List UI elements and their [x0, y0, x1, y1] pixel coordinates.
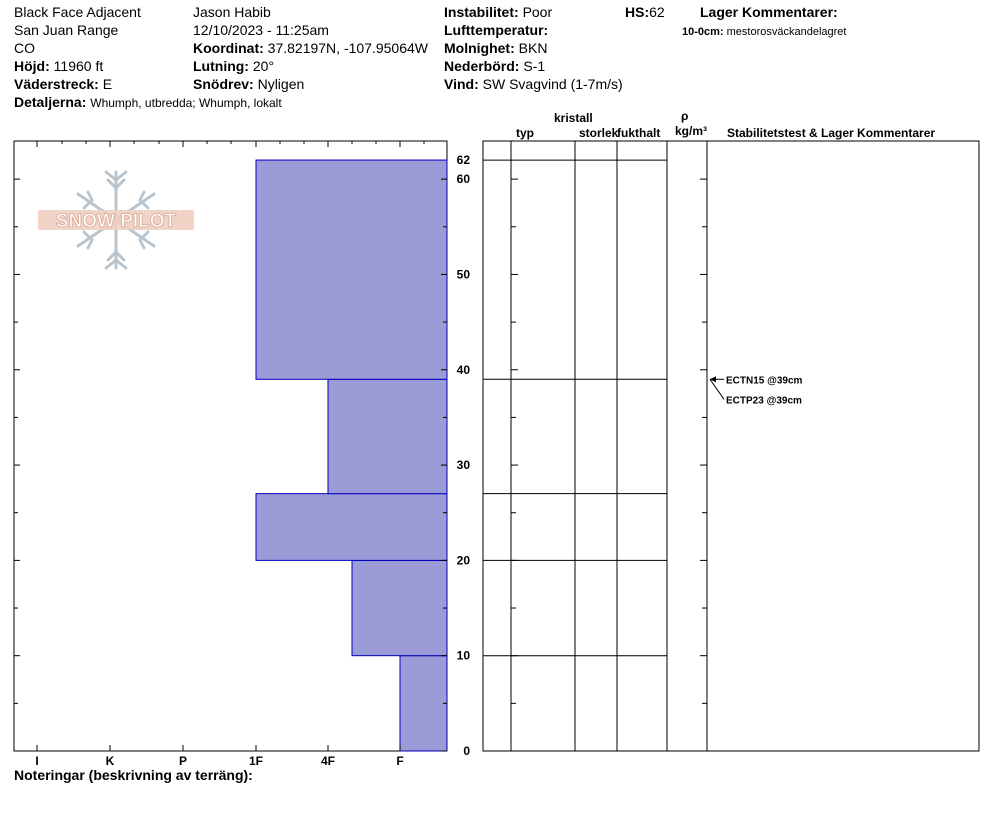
coordinates-value: 37.82197N, -107.95064W: [267, 40, 428, 56]
wind-label: Vind:: [444, 76, 479, 92]
snow-height-label: HS:: [625, 4, 650, 20]
column-header-density-unit: kg/m³: [675, 124, 708, 138]
instability-value: Poor: [522, 4, 553, 20]
hardness-tick-label: I: [35, 754, 38, 768]
wind: Vind: SW Svagvind (1-7m/s): [444, 76, 623, 93]
details-value: Whumph, utbredda; Whumph, lokalt: [90, 96, 282, 110]
wind-loading: Snödrev: Nyligen: [193, 76, 304, 93]
terrain-notes-label: Noteringar (beskrivning av terräng):: [14, 767, 253, 783]
wind-value: SW Svagvind (1-7m/s): [482, 76, 623, 92]
column-header-type: typ: [516, 126, 534, 140]
coordinates: Koordinat: 37.82197N, -107.95064W: [193, 40, 428, 57]
snow-height: HS:62: [625, 4, 665, 21]
aspect-value: E: [102, 76, 113, 92]
layer-comment: 10-0cm: mestorosväckandelagret: [682, 24, 846, 41]
layer-comments-title: Lager Kommentarer:: [700, 4, 838, 20]
hardness-layer-bar: [255, 493, 448, 561]
stability-test-pointer: [709, 378, 725, 400]
depth-tick-label: 10: [457, 649, 471, 663]
wind-loading-value: Nyligen: [257, 76, 305, 92]
snow-height-value: 62: [649, 4, 665, 20]
stability-test-label: ECTP23 @39cm: [726, 395, 802, 406]
depth-tick-label: 20: [457, 553, 471, 567]
precipitation-value: S-1: [523, 58, 546, 74]
details-label: Detaljerna:: [14, 94, 87, 110]
aspect-label: Väderstreck:: [14, 76, 99, 92]
layer-comment-text: mestorosväckandelagret: [726, 26, 847, 38]
hardness-tick-label: 1F: [249, 754, 263, 768]
aspect: Väderstreck: E: [14, 76, 112, 93]
hardness-tick-label: K: [106, 754, 115, 768]
column-header-rho: ρ: [681, 109, 689, 123]
elevation-value: 11960 ft: [53, 58, 104, 74]
depth-tick-label: 60: [457, 172, 471, 186]
layer-table-frame: [482, 140, 980, 752]
slope-label: Lutning:: [193, 58, 249, 74]
hardness-layer-bar: [327, 378, 448, 495]
snowpilot-logo: SNOW PILOT: [36, 168, 196, 272]
observer-name: Jason Habib: [193, 4, 271, 20]
air-temperature-label: Lufttemperatur:: [444, 22, 549, 38]
snow-height-tick-label: 62: [457, 153, 471, 167]
depth-tick-label: 30: [457, 458, 471, 472]
hardness-layer-bar: [351, 559, 448, 657]
mountain-range: San Juan Range: [14, 22, 119, 38]
depth-tick-label: 0: [463, 744, 470, 758]
stability-test-label: ECTN15 @39cm: [726, 375, 803, 386]
column-header-crystal: kristall: [554, 111, 593, 125]
location-name: Black Face Adjacent: [14, 4, 141, 20]
details: Detaljerna: Whumph, utbredda; Whumph, lo…: [14, 94, 282, 112]
elevation-label: Höjd:: [14, 58, 50, 74]
sky-cover-value: BKN: [518, 40, 548, 56]
state: CO: [14, 40, 35, 56]
wind-loading-label: Snödrev:: [193, 76, 254, 92]
column-header-stability: Stabilitetstest & Lager Kommentarer: [727, 126, 936, 140]
column-header-moisture: fukthalt: [617, 126, 661, 140]
hardness-tick-label: 4F: [321, 754, 335, 768]
instability: Instabilitet: Poor: [444, 4, 552, 21]
precipitation-label: Nederbörd:: [444, 58, 520, 74]
slope: Lutning: 20°: [193, 58, 274, 75]
precipitation: Nederbörd: S-1: [444, 58, 545, 75]
sky-cover: Molnighet: BKN: [444, 40, 547, 57]
hardness-layer-bar: [255, 159, 448, 380]
hardness-tick-label: P: [179, 754, 187, 768]
elevation: Höjd: 11960 ft: [14, 58, 103, 75]
observation-datetime: 12/10/2023 - 11:25am: [193, 22, 329, 38]
stability-test-arrowhead: [710, 376, 716, 383]
depth-tick-label: 50: [457, 267, 471, 281]
column-header-size: storlek: [579, 126, 619, 140]
coordinates-label: Koordinat:: [193, 40, 264, 56]
sky-cover-label: Molnighet:: [444, 40, 515, 56]
slope-value: 20°: [252, 58, 275, 74]
snowpilot-logo-text: SNOW PILOT: [56, 211, 177, 232]
instability-label: Instabilitet:: [444, 4, 519, 20]
hardness-layer-bar: [399, 655, 448, 752]
layer-comment-depth: 10-0cm:: [682, 26, 724, 38]
hardness-tick-label: F: [396, 754, 403, 768]
depth-tick-label: 40: [457, 363, 471, 377]
